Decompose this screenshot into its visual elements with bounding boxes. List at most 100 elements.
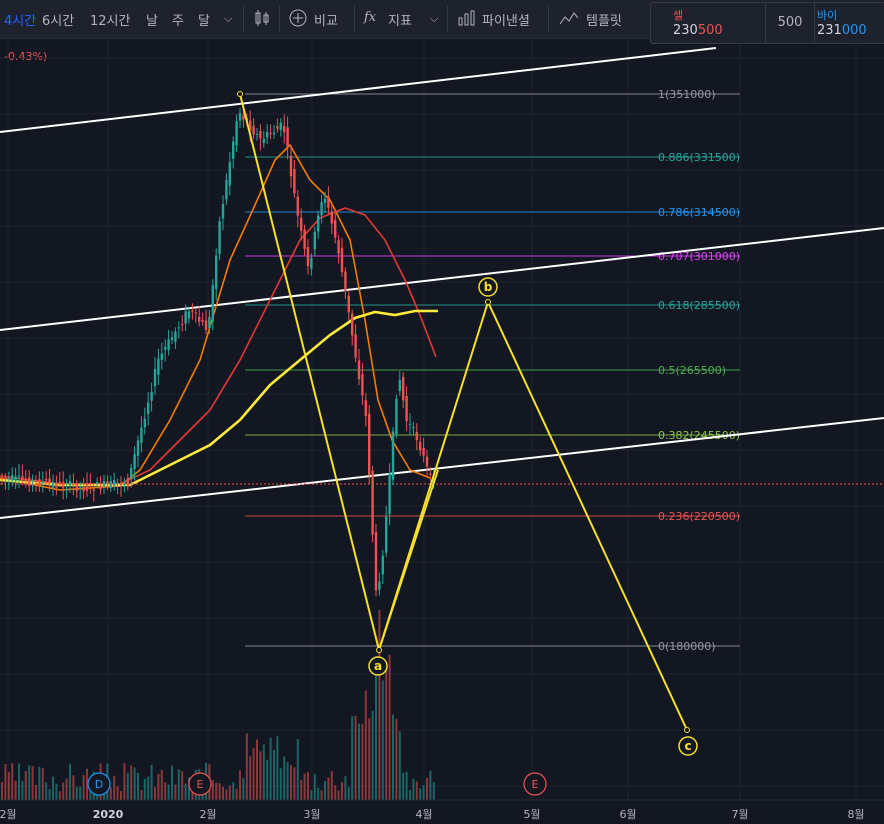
indicators-fx-icon[interactable]: fx <box>364 10 377 25</box>
buy-button[interactable]: 바이 231000 <box>815 3 884 43</box>
volume-bar <box>252 748 255 800</box>
sell-button[interactable]: 셀 230500 <box>663 3 763 43</box>
volume-bar <box>242 778 245 800</box>
candle-body <box>262 138 265 144</box>
candle-body <box>99 487 102 490</box>
interval-month[interactable]: 달 <box>198 14 210 29</box>
templates-icon[interactable] <box>558 8 580 28</box>
interval-4h[interactable]: 4시간 <box>4 14 37 29</box>
volume-bar <box>225 789 228 800</box>
candle-body <box>130 467 133 479</box>
volume-bar <box>422 785 425 800</box>
volume-bar <box>130 765 133 800</box>
time-axis-label: 2020 <box>93 808 124 821</box>
volume-bar <box>228 785 231 800</box>
volume-bar <box>419 788 422 800</box>
ma-fast-line <box>0 143 431 491</box>
wave-leg-a <box>239 93 439 654</box>
candle-body <box>28 477 31 486</box>
volume-bar <box>361 723 364 800</box>
candle-body <box>21 476 24 480</box>
candle-body <box>228 162 231 186</box>
channel-line <box>0 417 884 519</box>
volume-bar <box>378 610 381 800</box>
volume-bar <box>211 779 214 800</box>
candle-body <box>136 440 140 456</box>
price-chart[interactable]: 1(351000) 0.886(331500) 0.786(314500) 0.707… <box>0 38 884 824</box>
candle-body <box>24 479 27 482</box>
compare-plus-icon[interactable] <box>288 8 308 28</box>
candle-body <box>429 473 432 475</box>
candle-body <box>85 483 89 491</box>
volume-bars <box>1 610 435 800</box>
volume-bar <box>303 773 306 800</box>
volume-bar <box>79 786 82 800</box>
candle-body <box>310 257 313 269</box>
event-marker <box>188 772 212 796</box>
templates-button[interactable]: 템플릿 <box>586 14 622 29</box>
candle-body <box>398 380 401 392</box>
candle-body <box>344 271 347 292</box>
candle-body <box>269 132 272 134</box>
volume-bar <box>62 782 65 800</box>
candle-body <box>283 125 286 133</box>
candle-body <box>0 477 4 479</box>
volume-bar <box>300 779 303 800</box>
volume-bar <box>4 763 7 800</box>
volume-bar <box>174 784 177 800</box>
volume-bar <box>415 781 418 800</box>
candle-body <box>419 442 422 451</box>
candle-body <box>184 311 187 324</box>
volume-bar <box>293 767 296 800</box>
candle-body <box>364 400 367 417</box>
financials-icon[interactable] <box>456 8 476 28</box>
volume-bar <box>167 784 170 800</box>
change-percent: -0.43%) <box>4 50 48 63</box>
financials-button[interactable]: 파이낸셜 <box>482 14 530 29</box>
volume-bar <box>385 664 388 800</box>
volume-bar <box>126 772 129 800</box>
candle-body <box>58 481 61 483</box>
candle-body <box>109 480 112 489</box>
interval-12h[interactable]: 12시간 <box>90 14 131 29</box>
interval-day[interactable]: 날 <box>146 14 158 29</box>
candle-body <box>34 479 38 481</box>
candle-body <box>323 198 327 203</box>
candle-body <box>374 532 378 591</box>
interval-week[interactable]: 주 <box>172 14 184 29</box>
volume-bar <box>317 787 320 800</box>
candle-body <box>330 211 333 224</box>
volume-bar <box>364 690 367 800</box>
volume-bar <box>89 789 92 800</box>
candle-body <box>357 360 361 380</box>
quantity-field[interactable]: 500 <box>765 3 815 43</box>
trade-panel: 셀 230500 500 바이 231000 <box>650 2 884 44</box>
volume-bar <box>113 775 116 800</box>
volume-bar <box>341 782 343 800</box>
candle-body <box>170 337 174 340</box>
candle-body <box>92 489 95 491</box>
volume-bar <box>239 770 241 800</box>
chevron-down-icon[interactable]: ⌵ <box>224 12 233 25</box>
wave-vertex <box>376 647 382 653</box>
volume-bar <box>405 771 408 800</box>
volume-bar <box>344 776 347 800</box>
candle-body <box>296 196 299 216</box>
volume-bar <box>21 781 24 800</box>
volume-bar <box>262 744 265 800</box>
indicators-button[interactable]: 지표 <box>388 14 412 29</box>
volume-bar <box>35 784 37 800</box>
time-axis: 2월 2020 2월 3월 4월 5월 6월 7월 8월 <box>0 799 884 824</box>
event-marker <box>87 772 111 796</box>
volume-bar <box>310 789 313 800</box>
candlestick-icon[interactable] <box>252 8 272 28</box>
candle-body <box>41 481 44 484</box>
chevron-down-icon[interactable]: ⌵ <box>430 12 439 25</box>
candle-body <box>232 141 235 159</box>
abc-wave-drawing: a b c <box>237 91 698 756</box>
time-axis-label: 2월 <box>0 808 17 821</box>
interval-6h[interactable]: 6시간 <box>42 14 75 29</box>
compare-button[interactable]: 비교 <box>314 14 338 29</box>
volume-bar <box>249 756 252 800</box>
volume-bar <box>245 733 248 800</box>
